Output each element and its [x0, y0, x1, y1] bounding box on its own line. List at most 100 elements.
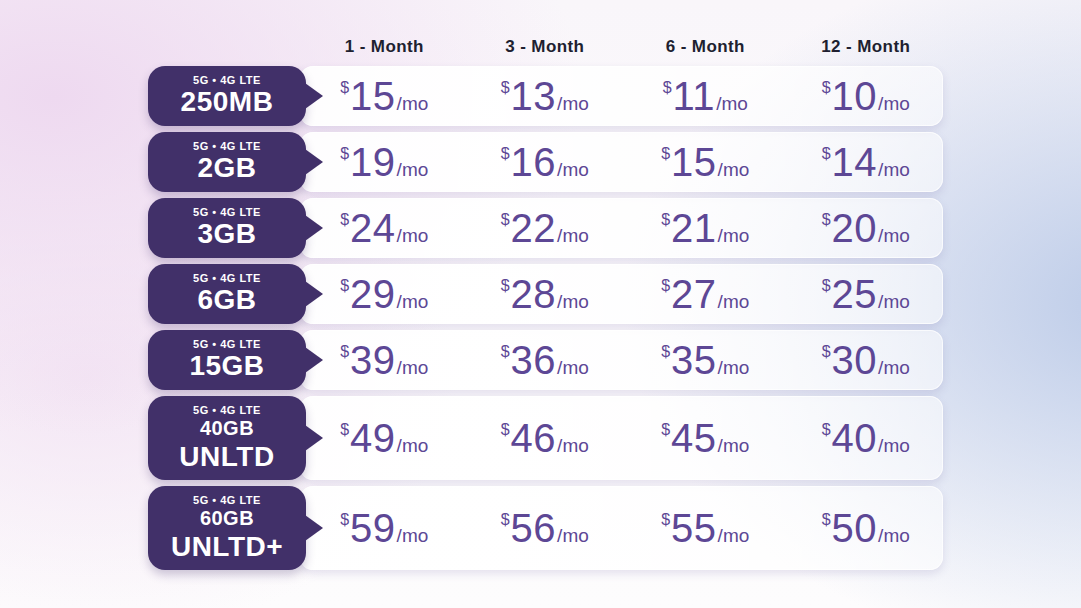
per-month-suffix: /mo [878, 435, 910, 457]
price-amount: 35 [671, 340, 717, 380]
plan-row-40gb-unltd: $49/mo$46/mo$45/mo$40/mo [300, 396, 943, 480]
column-headers: 1 - Month3 - Month6 - Month12 - Month [304, 37, 946, 57]
price-cell: $56/mo [465, 508, 626, 548]
currency-symbol: $ [663, 79, 672, 97]
price-cell: $14/mo [786, 142, 947, 182]
network-label: 5G • 4G LTE [193, 272, 261, 284]
price-cell: $30/mo [786, 340, 947, 380]
plan-row-250mb: $15/mo$13/mo$11/mo$10/mo [300, 66, 943, 126]
price-amount: 36 [511, 340, 557, 380]
per-month-suffix: /mo [397, 93, 429, 115]
currency-symbol: $ [501, 343, 510, 361]
price-cell: $19/mo [304, 142, 465, 182]
price-amount: 21 [671, 208, 717, 248]
price-amount: 28 [511, 274, 557, 314]
plan-badge-6gb: 5G • 4G LTE6GB [148, 264, 306, 324]
price-amount: 59 [350, 508, 396, 548]
per-month-suffix: /mo [718, 159, 750, 181]
price-amount: 11 [673, 76, 716, 116]
plan-badge-3gb: 5G • 4G LTE3GB [148, 198, 306, 258]
plan-data-amount: UNLTD [179, 441, 274, 472]
price-cell: $21/mo [625, 208, 786, 248]
price-cell: $20/mo [786, 208, 947, 248]
per-month-suffix: /mo [716, 93, 748, 115]
price-cell: $49/mo [304, 418, 465, 458]
currency-symbol: $ [661, 211, 670, 229]
pricing-table: 1 - Month3 - Month6 - Month12 - Month $1… [0, 0, 1081, 608]
network-label: 5G • 4G LTE [193, 494, 261, 506]
price-amount: 46 [511, 418, 557, 458]
price-amount: 39 [350, 340, 396, 380]
currency-symbol: $ [822, 145, 831, 163]
price-amount: 40 [832, 418, 878, 458]
plan-row-60gb-unltd+: $59/mo$56/mo$55/mo$50/mo [300, 486, 943, 570]
price-cell: $35/mo [625, 340, 786, 380]
per-month-suffix: /mo [397, 525, 429, 547]
currency-symbol: $ [822, 343, 831, 361]
plan-data-amount: UNLTD+ [171, 531, 283, 562]
per-month-suffix: /mo [397, 159, 429, 181]
price-cell: $13/mo [465, 76, 626, 116]
per-month-suffix: /mo [557, 357, 589, 379]
plan-data-amount: 15GB [189, 350, 264, 381]
price-cell: $11/mo [625, 76, 786, 116]
price-amount: 30 [832, 340, 878, 380]
per-month-suffix: /mo [718, 525, 750, 547]
per-month-suffix: /mo [397, 357, 429, 379]
plan-badge-2gb: 5G • 4G LTE2GB [148, 132, 306, 192]
currency-symbol: $ [822, 211, 831, 229]
price-amount: 56 [511, 508, 557, 548]
price-cell: $46/mo [465, 418, 626, 458]
per-month-suffix: /mo [397, 291, 429, 313]
plan-badge-250mb: 5G • 4G LTE250MB [148, 66, 306, 126]
per-month-suffix: /mo [557, 435, 589, 457]
currency-symbol: $ [822, 79, 831, 97]
per-month-suffix: /mo [557, 93, 589, 115]
per-month-suffix: /mo [878, 291, 910, 313]
currency-symbol: $ [501, 145, 510, 163]
network-label: 5G • 4G LTE [193, 338, 261, 350]
price-cell: $55/mo [625, 508, 786, 548]
currency-symbol: $ [501, 211, 510, 229]
per-month-suffix: /mo [718, 225, 750, 247]
plan-row-6gb: $29/mo$28/mo$27/mo$25/mo [300, 264, 943, 324]
column-header-3: 6 - Month [625, 37, 786, 57]
plan-badge-60gb-unltd+: 5G • 4G LTE60GBUNLTD+ [148, 486, 306, 570]
price-cell: $15/mo [625, 142, 786, 182]
plan-row-3gb: $24/mo$22/mo$21/mo$20/mo [300, 198, 943, 258]
price-amount: 15 [671, 142, 717, 182]
column-header-4: 12 - Month [786, 37, 947, 57]
currency-symbol: $ [340, 277, 349, 295]
currency-symbol: $ [822, 511, 831, 529]
plan-badge-15gb: 5G • 4G LTE15GB [148, 330, 306, 390]
price-amount: 14 [832, 142, 878, 182]
price-amount: 20 [832, 208, 878, 248]
price-cell: $10/mo [786, 76, 947, 116]
currency-symbol: $ [340, 145, 349, 163]
column-header-1: 1 - Month [304, 37, 465, 57]
price-cell: $29/mo [304, 274, 465, 314]
price-amount: 29 [350, 274, 396, 314]
price-amount: 49 [350, 418, 396, 458]
price-cell: $28/mo [465, 274, 626, 314]
price-cell: $39/mo [304, 340, 465, 380]
price-cell: $24/mo [304, 208, 465, 248]
currency-symbol: $ [340, 79, 349, 97]
network-label: 5G • 4G LTE [193, 140, 261, 152]
plan-data-amount: 250MB [181, 86, 274, 117]
currency-symbol: $ [661, 511, 670, 529]
plan-data-amount: 40GB [200, 416, 254, 441]
price-cell: $40/mo [786, 418, 947, 458]
currency-symbol: $ [661, 277, 670, 295]
network-label: 5G • 4G LTE [193, 74, 261, 86]
per-month-suffix: /mo [557, 525, 589, 547]
currency-symbol: $ [501, 277, 510, 295]
currency-symbol: $ [340, 511, 349, 529]
price-cell: $25/mo [786, 274, 947, 314]
currency-symbol: $ [661, 145, 670, 163]
currency-symbol: $ [501, 79, 510, 97]
price-amount: 25 [832, 274, 878, 314]
plan-data-amount: 3GB [197, 218, 256, 249]
per-month-suffix: /mo [878, 525, 910, 547]
per-month-suffix: /mo [878, 93, 910, 115]
